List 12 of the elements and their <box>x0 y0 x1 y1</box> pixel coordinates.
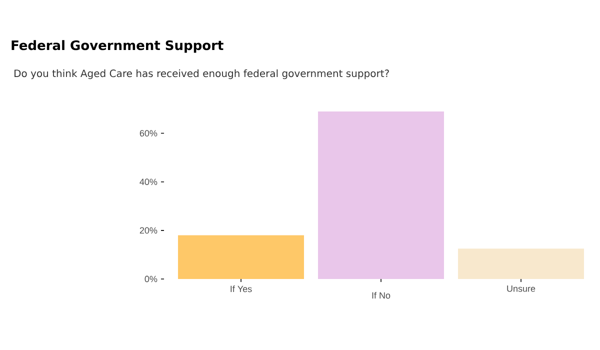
x-tick-label: If No <box>372 292 390 299</box>
chart-title: Federal Government Support <box>12 40 224 53</box>
y-tick-label: 40% <box>140 178 158 186</box>
bar <box>178 235 304 279</box>
y-tick-label: 60% <box>140 130 158 136</box>
y-tick-label: 0% <box>144 276 158 282</box>
chart-subtitle: Do you think Aged Care has received enough federal government support? <box>14 69 389 80</box>
x-tick-label: Unsure <box>507 286 536 292</box>
bar <box>318 111 444 279</box>
bar <box>458 248 584 279</box>
x-tick-label: If Yes <box>230 286 252 292</box>
y-tick-label: 20% <box>140 227 158 234</box>
